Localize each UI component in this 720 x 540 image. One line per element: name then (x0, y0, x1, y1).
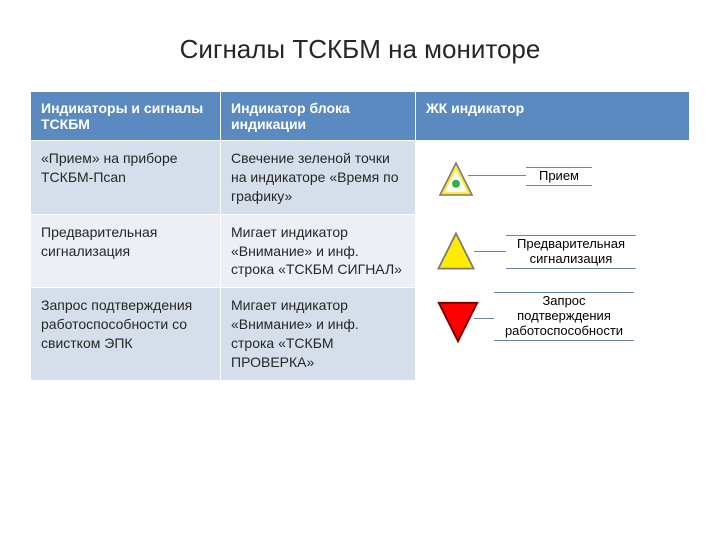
table-row: Предварительная сигнализацияМигает индик… (31, 214, 690, 288)
table-header-row: Индикаторы и сигналы ТСКБМ Индикатор бло… (31, 92, 690, 141)
indicator-label: Предварительная сигнализация (506, 235, 636, 269)
cell-block-indicator: Свечение зеленой точки на индикаторе «Вр… (221, 141, 416, 215)
cell-indicators: Запрос подтверждения работоспособности с… (31, 288, 221, 381)
col-header-3: ЖК индикатор (416, 92, 690, 141)
cell-lcd-indicator: Предварительная сигнализация (416, 214, 690, 288)
table-row: Запрос подтверждения работоспособности с… (31, 288, 690, 381)
cell-indicators: Предварительная сигнализация (31, 214, 221, 288)
connector-line (474, 251, 508, 252)
triangle-up-solid-icon (434, 229, 478, 273)
col-header-1: Индикаторы и сигналы ТСКБМ (31, 92, 221, 141)
cell-block-indicator: Мигает индикатор «Внимание» и инф. строк… (221, 214, 416, 288)
cell-indicators: «Прием» на приборе ТСКБМ-Пcan (31, 141, 221, 215)
connector-line (468, 175, 526, 176)
indicator-graphic: Прием (416, 141, 689, 214)
indicator-label: Прием (526, 167, 592, 186)
indicator-graphic: Предварительная сигнализация (416, 215, 689, 288)
table-row: «Прием» на приборе ТСКБМ-ПcanСвечение зе… (31, 141, 690, 215)
indicator-label: Запрос подтверждения работоспособности (494, 292, 634, 341)
indicator-graphic: Запрос подтверждения работоспособности (416, 288, 689, 380)
triangle-down-solid-icon (434, 298, 482, 346)
signals-table: Индикаторы и сигналы ТСКБМ Индикатор бло… (30, 91, 690, 381)
cell-lcd-indicator: Прием (416, 141, 690, 215)
triangle-up-outline-icon (436, 159, 476, 199)
page-title: Сигналы ТСКБМ на мониторе (30, 34, 690, 65)
cell-block-indicator: Мигает индикатор «Внимание» и инф. строк… (221, 288, 416, 381)
cell-lcd-indicator: Запрос подтверждения работоспособности (416, 288, 690, 381)
page: Сигналы ТСКБМ на мониторе Индикаторы и с… (0, 0, 720, 540)
connector-line (474, 318, 496, 319)
col-header-2: Индикатор блока индикации (221, 92, 416, 141)
